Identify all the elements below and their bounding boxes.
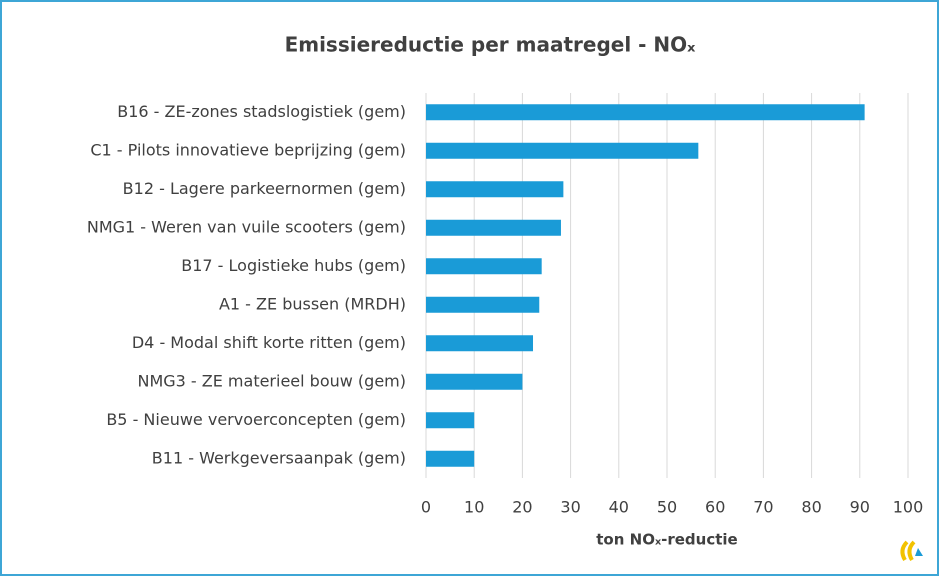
x-tick-label: 30 <box>560 498 580 517</box>
bar <box>426 373 523 390</box>
x-tick-label: 50 <box>657 498 677 517</box>
x-tick-label: 60 <box>705 498 725 517</box>
y-tick-label: NMG3 - ZE materieel bouw (gem) <box>137 371 406 390</box>
x-tick-label: 0 <box>421 498 431 517</box>
y-tick-label: NMG1 - Weren van vuile scooters (gem) <box>87 217 406 236</box>
bar <box>426 258 542 275</box>
bar <box>426 104 865 121</box>
bar <box>426 181 564 198</box>
bar <box>426 335 534 352</box>
y-tick-label: D4 - Modal shift korte ritten (gem) <box>132 333 406 352</box>
x-axis-label: ton NOₓ-reductie <box>596 531 737 549</box>
y-tick-label: B5 - Nieuwe vervoerconcepten (gem) <box>106 410 406 429</box>
bar <box>426 219 561 236</box>
bar <box>426 412 475 429</box>
y-tick-label: A1 - ZE bussen (MRDH) <box>219 294 406 313</box>
y-tick-label: C1 - Pilots innovatieve beprijzing (gem) <box>90 140 406 159</box>
logo <box>900 540 923 562</box>
x-tick-label: 90 <box>850 498 870 517</box>
x-tick-label: 40 <box>609 498 629 517</box>
bar <box>426 142 699 159</box>
x-tick-label: 70 <box>753 498 773 517</box>
y-tick-label: B12 - Lagere parkeernormen (gem) <box>123 179 406 198</box>
x-tick-label: 100 <box>893 498 924 517</box>
x-tick-label: 80 <box>801 498 821 517</box>
y-tick-label: B17 - Logistieke hubs (gem) <box>181 256 406 275</box>
bar <box>426 450 475 467</box>
x-tick-label: 20 <box>512 498 532 517</box>
x-tick-label: 10 <box>464 498 484 517</box>
chart-title: Emissiereductie per maatregel - NOₓ <box>285 33 697 57</box>
bar <box>426 296 540 313</box>
y-tick-label: B11 - Werkgeversaanpak (gem) <box>152 448 406 467</box>
y-tick-label: B16 - ZE-zones stadslogistiek (gem) <box>117 102 406 121</box>
